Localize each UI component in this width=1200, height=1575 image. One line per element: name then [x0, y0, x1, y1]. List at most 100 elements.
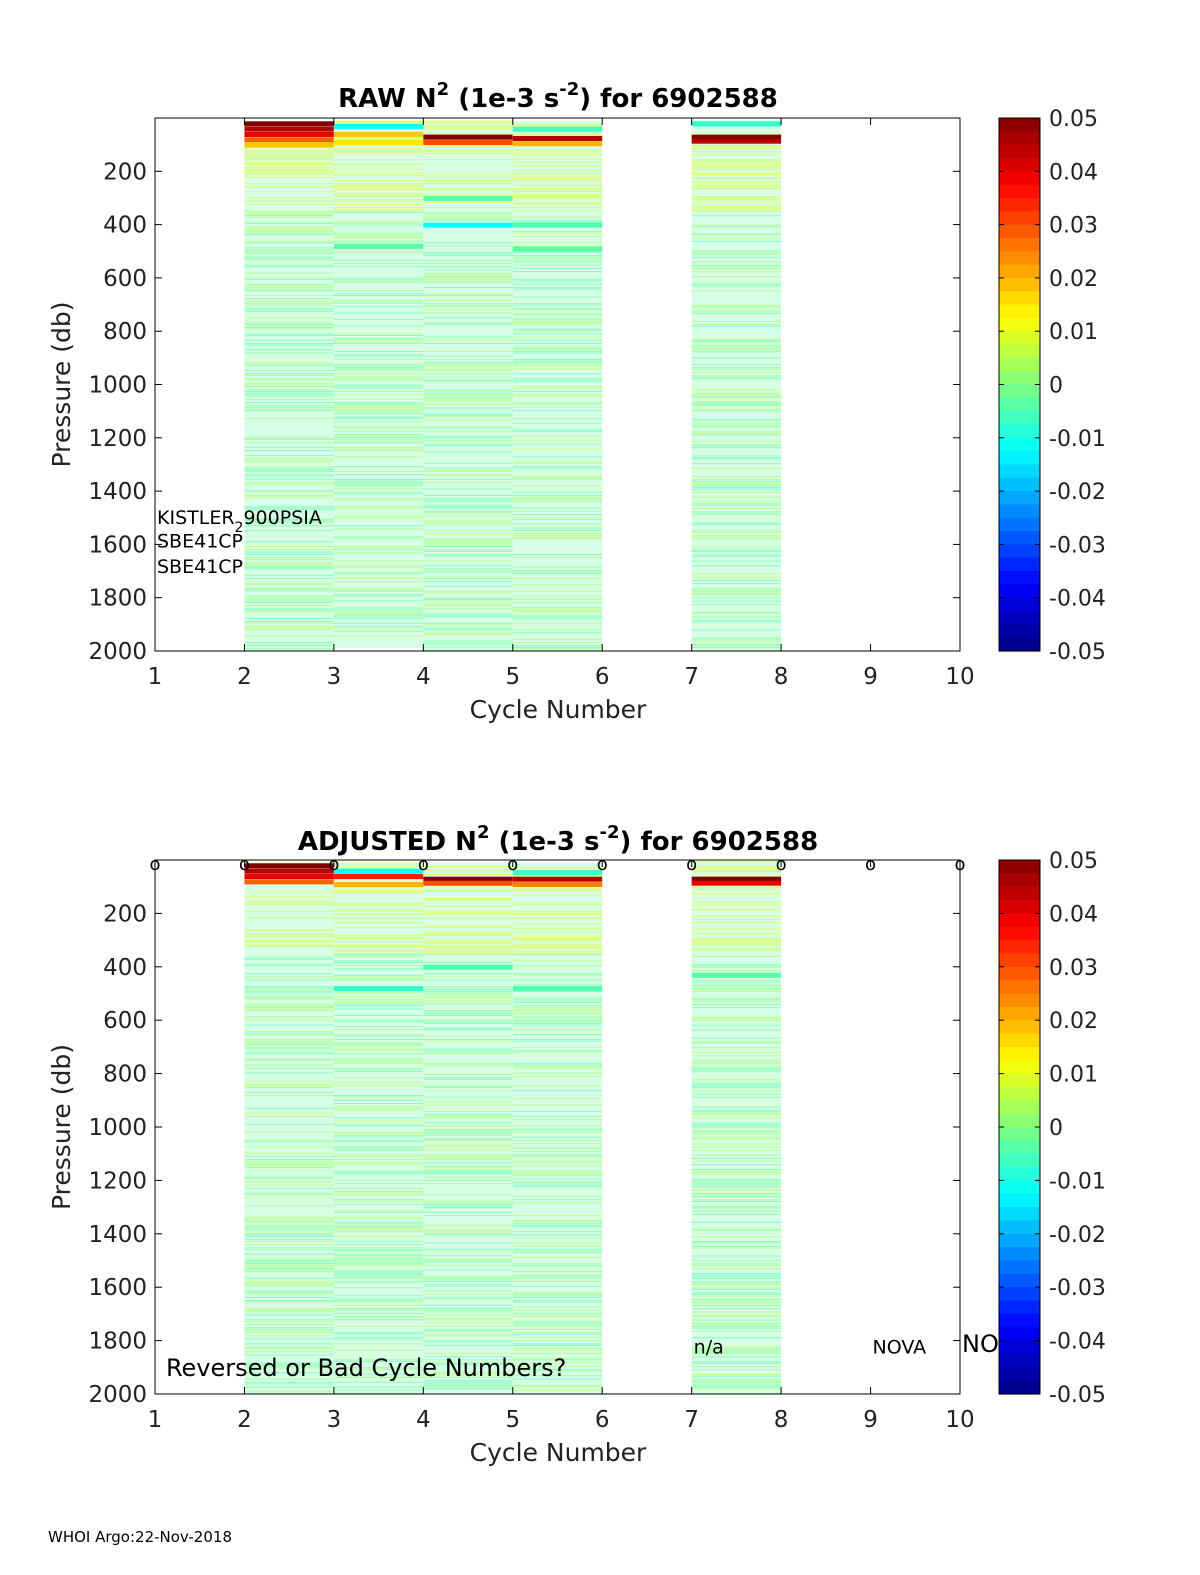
- profile-stripe: [423, 1128, 513, 1130]
- profile-stripe: [512, 1010, 603, 1012]
- colorbar-tick-label: -0.01: [1049, 427, 1106, 452]
- colorbar-tick-label: -0.05: [1049, 1383, 1106, 1408]
- profile-stripe: [333, 138, 424, 140]
- profile-stripe: [333, 1368, 424, 1370]
- profile-stripe: [244, 929, 334, 932]
- profile-stripe: [512, 889, 603, 891]
- profile-stripe: [512, 189, 603, 191]
- profile-stripe: [512, 461, 603, 463]
- profile-stripe: [333, 1269, 424, 1271]
- profile-stripe: [244, 410, 334, 412]
- profile-stripe: [691, 600, 782, 602]
- profile-stripe: [244, 1335, 334, 1337]
- profile-stripe: [423, 1333, 513, 1335]
- profile-stripe: [512, 307, 603, 309]
- profile-stripe: [333, 1235, 424, 1238]
- profile-fill: [512, 120, 603, 652]
- profile-stripe: [691, 1019, 782, 1022]
- colorbar-segment: [999, 1233, 1040, 1248]
- profile-stripe: [423, 1207, 513, 1209]
- profile-stripe: [333, 1170, 424, 1172]
- profile-stripe: [244, 1094, 334, 1097]
- profile-stripe: [333, 945, 424, 948]
- profile-stripe: [512, 173, 603, 175]
- profile-stripe: [423, 1261, 513, 1263]
- profile-stripe: [691, 371, 782, 374]
- profile-stripe: [333, 1149, 424, 1151]
- profile-stripe: [423, 1215, 513, 1217]
- profile-stripe: [333, 1043, 424, 1045]
- profile-stripe: [333, 394, 424, 396]
- profile-stripe: [691, 1146, 782, 1148]
- profile-stripe: [244, 339, 334, 341]
- profile-stripe: [691, 1293, 782, 1295]
- profile-stripe: [244, 256, 334, 258]
- profile-stripe: [423, 1133, 513, 1135]
- profile-stripe: [423, 1264, 513, 1266]
- profile-stripe: [244, 862, 334, 864]
- profile-stripe: [423, 632, 513, 634]
- profile-stripe: [423, 370, 513, 372]
- profile-stripe: [691, 538, 782, 540]
- profile-stripe: [691, 306, 782, 308]
- profile-stripe: [691, 1111, 782, 1113]
- profile-stripe: [244, 910, 334, 912]
- profile-stripe: [244, 1354, 334, 1356]
- profile-stripe: [333, 573, 424, 575]
- profile-cycle-5: [512, 862, 603, 1394]
- profile-stripe: [691, 1124, 782, 1126]
- profile-feature: [512, 986, 603, 992]
- profile-stripe: [512, 194, 603, 196]
- profile-stripe: [691, 947, 782, 949]
- colorbar-segment: [999, 913, 1040, 928]
- profile-stripe: [423, 427, 513, 429]
- profile-stripe: [244, 641, 334, 644]
- profile-stripe: [691, 394, 782, 396]
- profile-stripe: [691, 1037, 782, 1039]
- profile-stripe: [512, 1221, 603, 1223]
- profile-stripe: [691, 240, 782, 242]
- colorbar-segment: [999, 1113, 1040, 1128]
- profile-stripe: [423, 440, 513, 442]
- profile-stripe: [423, 306, 513, 308]
- profile-stripe: [333, 1146, 424, 1148]
- profile-stripe: [333, 608, 424, 610]
- profile-stripe: [244, 1378, 334, 1380]
- profile-stripe: [691, 202, 782, 204]
- profile-stripe: [512, 232, 603, 234]
- profile-stripe: [244, 582, 334, 584]
- profile-stripe: [244, 1229, 334, 1231]
- profile-stripe: [691, 234, 782, 236]
- profile-stripe: [244, 418, 334, 420]
- profile-stripe: [512, 320, 603, 322]
- profile-cycle-4: [423, 120, 513, 652]
- profile-stripe: [423, 275, 513, 277]
- colorbar: 0.050.040.030.020.010-0.01-0.02-0.03-0.0…: [998, 107, 1106, 665]
- profile-stripe: [691, 268, 782, 270]
- profile-stripe: [512, 1181, 603, 1183]
- profile-stripe: [244, 1320, 334, 1322]
- colorbar-tick-label: -0.04: [1049, 587, 1106, 612]
- profile-stripe: [512, 203, 603, 205]
- profile-stripe: [244, 251, 334, 253]
- profile-stripe: [333, 913, 424, 916]
- profile-stripe: [423, 1248, 513, 1250]
- footer-credit: WHOI Argo:22-Nov-2018: [48, 1528, 232, 1546]
- profile-stripe: [691, 496, 782, 498]
- profile-stripe: [244, 1059, 334, 1061]
- profile-stripe: [423, 400, 513, 402]
- profile-feature: [423, 195, 513, 201]
- profile-stripe: [244, 1155, 334, 1157]
- profile-stripe: [691, 1221, 782, 1223]
- profile-stripe: [512, 947, 603, 949]
- profile-stripe: [691, 405, 782, 407]
- profile-stripe: [512, 216, 603, 218]
- profile-stripe: [333, 630, 424, 632]
- profile-stripe: [691, 565, 782, 567]
- profile-stripe: [691, 1184, 782, 1187]
- profile-stripe: [423, 1078, 513, 1081]
- colorbar-segment: [999, 504, 1040, 519]
- profile-stripe: [512, 230, 603, 233]
- profile-stripe: [691, 943, 782, 945]
- colorbar-segment: [999, 411, 1040, 426]
